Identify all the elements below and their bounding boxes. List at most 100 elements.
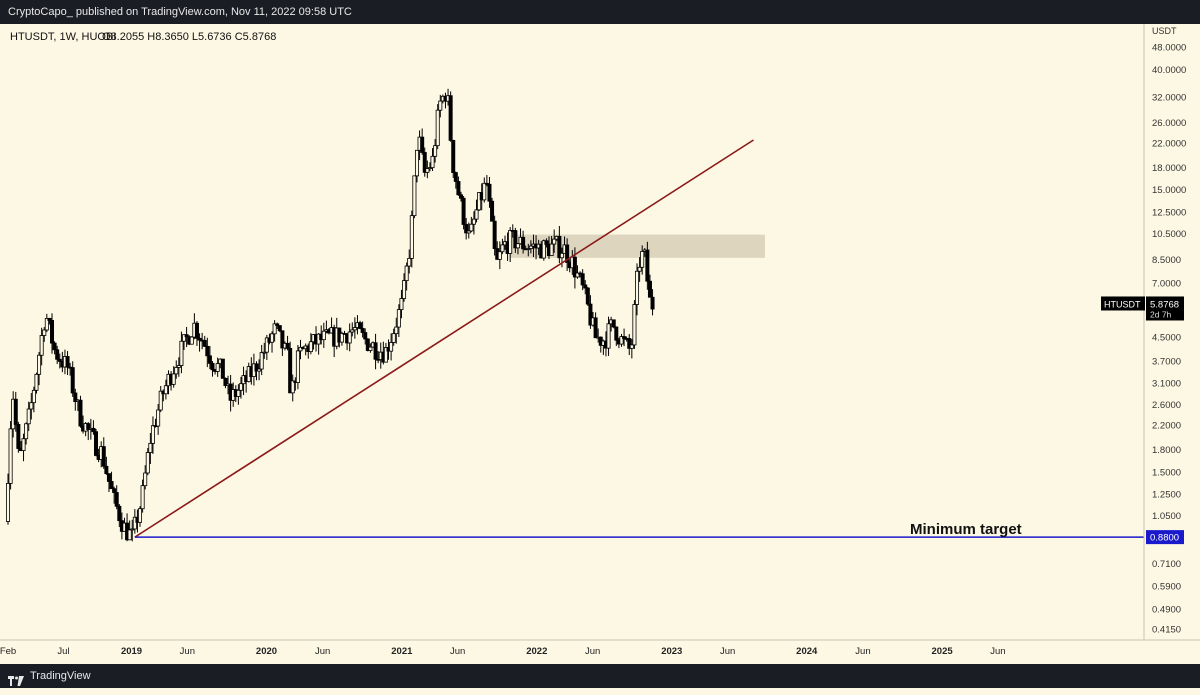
candle-body [223,377,228,386]
candle-body [368,346,373,351]
x-tick-label: 2019 [121,646,142,657]
candle-body [73,392,78,402]
x-tick-label: 2020 [256,646,277,657]
annotation-lines-layer [134,139,1144,538]
y-tick-label: 0.4150 [1152,625,1181,636]
candle-body [290,380,295,394]
y-tick-label: 15.0000 [1152,185,1186,196]
candle-body [611,319,616,328]
y-tick-label: 4.5000 [1152,333,1181,344]
candle-body [16,424,21,449]
candle-body [236,389,241,397]
candle-body [150,425,155,444]
candle-body [184,334,189,338]
target-price-box [1146,530,1184,545]
candle-body [264,337,269,353]
candle-body [295,350,300,383]
candle-body [453,172,458,182]
candle-body [557,235,562,259]
x-tick-label: Jun [315,646,330,657]
x-tick-label: Jun [990,646,1005,657]
candle-body [508,230,513,254]
candle-body [207,355,212,364]
candle-body [50,320,55,344]
y-tick-label: 1.8000 [1152,445,1181,456]
candle-body [220,358,225,379]
y-tick-label: 2.6000 [1152,400,1181,411]
candle-body [466,230,471,234]
candle-body [559,252,564,259]
candle-body [469,223,474,232]
candle-body [34,373,39,391]
candle-body [272,323,277,335]
publisher-header: CryptoCapo_ published on TradingView.com… [0,0,1200,24]
candle-body [91,427,96,433]
candle-body [412,175,417,217]
candle-body [163,385,168,395]
candle-body [52,342,57,351]
candle-body [461,197,466,225]
candle-body [404,265,409,282]
candle-body [215,363,220,372]
y-tick-label: 22.0000 [1152,138,1186,149]
candle-body [145,452,150,474]
candle-body [6,483,11,522]
y-axis[interactable]: 48.0000 40.0000 32.0000 26.0000 22.0000 18.00… [1152,43,1186,636]
y-tick-label: 32.0000 [1152,92,1186,103]
candle-body [117,505,122,522]
candle-body [106,473,111,482]
candle-body [202,340,207,347]
publisher-text: CryptoCapo_ published on TradingView.com… [8,6,352,18]
candle-body [174,367,179,375]
resistance-zone [509,234,765,258]
candle-body [189,336,194,345]
candle-body [645,249,650,282]
y-tick-label: 2.2000 [1152,420,1181,431]
candle-body [383,347,388,363]
footer-bar: TradingView [0,664,1200,688]
target-price-value: 0.8800 [1150,533,1179,544]
candle-body [24,423,29,440]
candle-body [101,446,106,467]
candle-body [438,100,443,111]
resistance-zone-layer [509,234,765,258]
price-chart[interactable]: 48.0000 40.0000 32.0000 26.0000 22.0000 18.00… [0,24,1200,664]
x-tick-label: Jun [855,646,870,657]
candle-body [513,230,518,249]
candle-body [65,356,70,368]
x-axis[interactable]: Feb Jul 2019 Jun 2020 Jun 2021 Jun 2022 Jun 2023 Ju… [0,646,1006,657]
candle-body [365,338,370,351]
candle-body [435,109,440,147]
x-tick-label: 2025 [932,646,954,657]
candle-body [474,209,479,220]
candle-body [492,220,497,249]
y-tick-label: 0.5900 [1152,582,1181,593]
candle-body [490,200,495,222]
footer-brand: TradingView [30,670,91,682]
candle-body [339,332,344,343]
candle-body [42,329,47,336]
last-price-box [1146,296,1184,321]
candle-body [614,326,619,341]
candle-body [456,181,461,196]
candle-body [143,472,148,487]
candle-body [448,95,453,141]
candle-body [565,244,570,263]
candle-body [158,390,163,411]
candle-body [477,192,482,211]
candle-body [549,243,554,256]
candle-body [285,342,290,349]
candle-body [650,296,655,310]
candle-body [407,258,412,267]
y-tick-label: 10.5000 [1152,229,1186,240]
candle-body [399,298,404,310]
last-price-symbol: HTUSDT [1104,299,1141,309]
x-tick-label: 2022 [526,646,547,657]
candle-body [619,336,624,345]
candle-body [402,280,407,299]
candle-body [197,337,202,341]
candle-body [182,334,187,342]
candle-body [277,325,282,332]
candle-body [422,152,427,173]
